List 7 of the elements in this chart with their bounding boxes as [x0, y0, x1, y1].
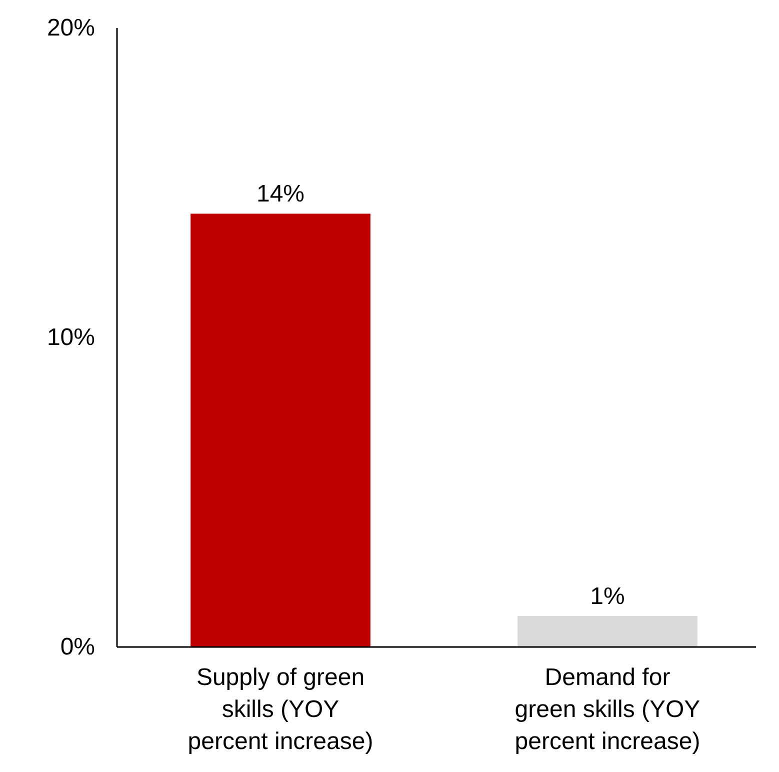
x-tick-label: Supply of green skills (YOY percent increase) — [188, 664, 374, 755]
data-label: 1% — [590, 583, 625, 610]
x-tick-label: Demand for green skills (YOY percent increase) — [514, 664, 700, 755]
y-tick-label: 20% — [46, 14, 95, 42]
y-tick-label: 0% — [60, 634, 95, 660]
y-tick-label: 10% — [46, 324, 95, 351]
data-label: 14% — [256, 180, 305, 208]
